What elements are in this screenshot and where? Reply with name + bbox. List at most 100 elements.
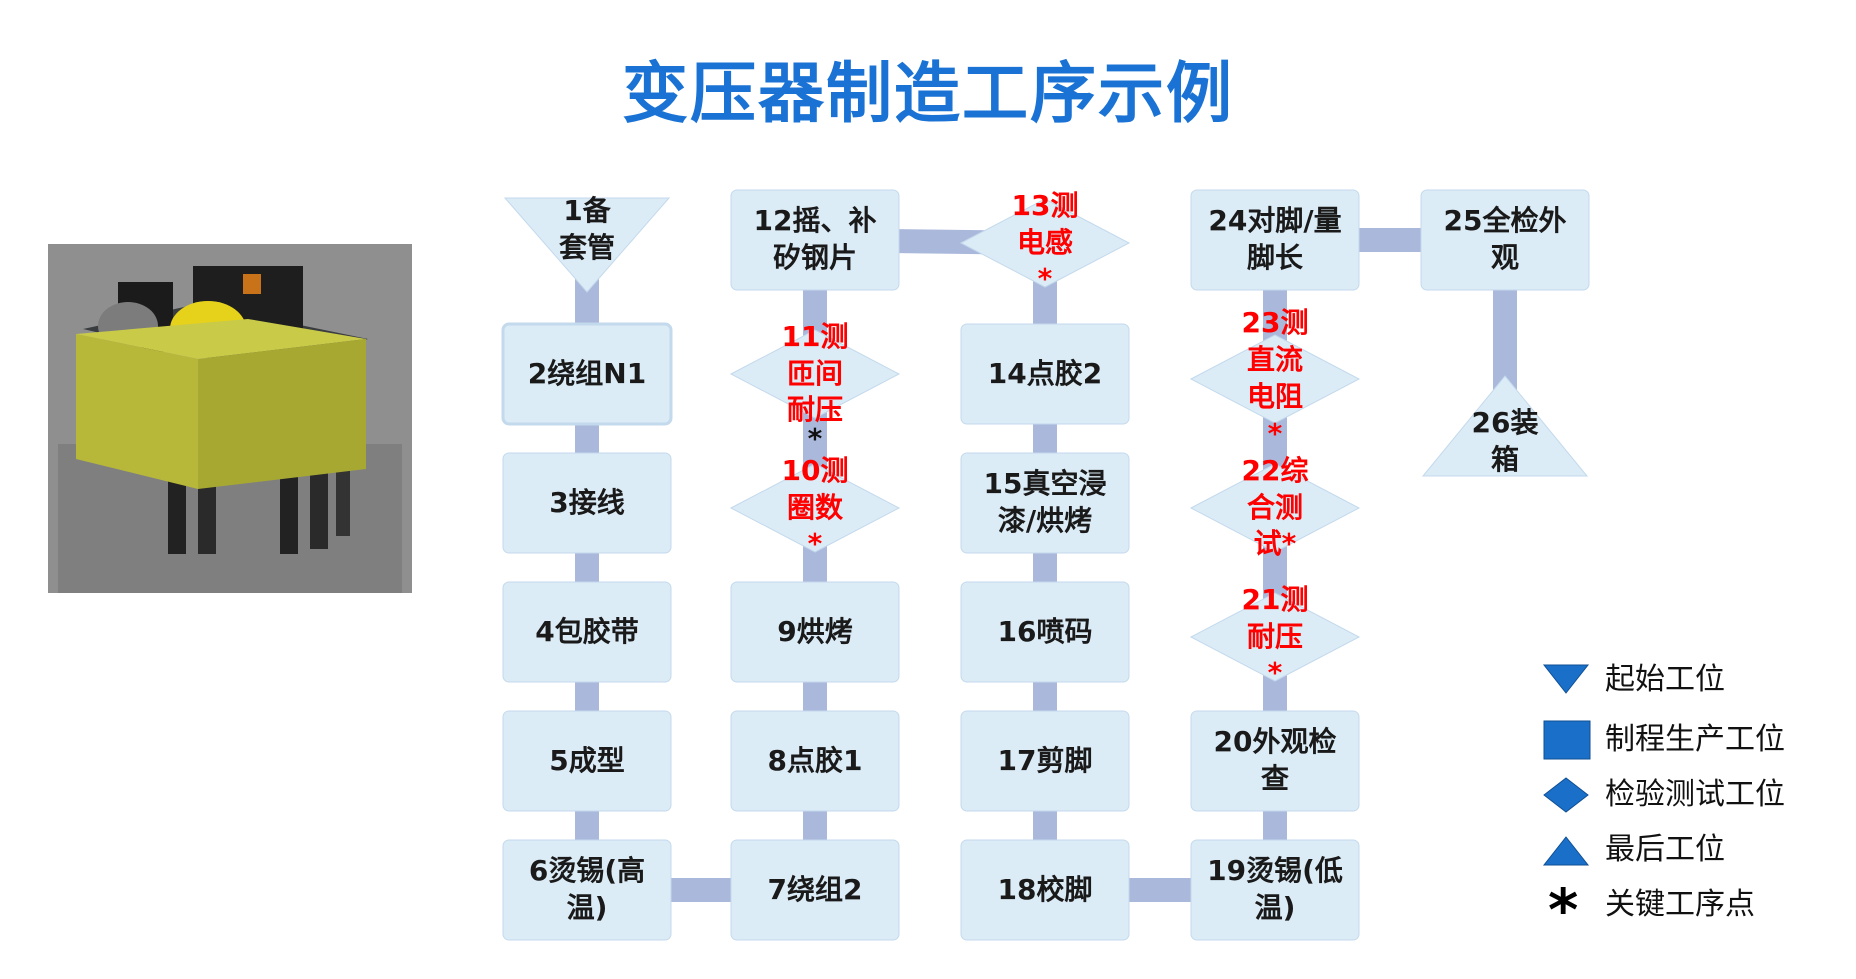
s9-label: 9烘烤 xyxy=(730,613,900,651)
s19-process-shape xyxy=(1190,839,1360,941)
step-line: 13测 xyxy=(1011,188,1079,222)
s25-process-shape xyxy=(1420,189,1590,291)
step-line: 电感 xyxy=(1016,225,1073,259)
s15-process-shape xyxy=(960,452,1130,554)
legend-label: 起始工位 xyxy=(1605,662,1725,697)
step-line: 16喷码 xyxy=(997,614,1093,648)
s9-process-shape xyxy=(730,581,900,683)
s5-label: 5成型 xyxy=(502,742,672,780)
svg-text:*: * xyxy=(1548,880,1578,930)
step-line: * xyxy=(1037,262,1053,296)
s22-label: 22综 合测 试* xyxy=(1190,451,1360,565)
s26-label: 26装箱 xyxy=(1420,404,1590,480)
step-line: 10测 xyxy=(781,453,849,487)
step-line: 温) xyxy=(1254,891,1296,924)
step-line: 21测 xyxy=(1241,582,1309,616)
step-line: 22综 xyxy=(1241,453,1309,487)
step-line: 8点胶1 xyxy=(767,743,863,777)
s23-inspection-shape xyxy=(1189,334,1361,424)
step-line: 1备 xyxy=(563,194,611,228)
step-line: 11测 xyxy=(781,319,849,353)
s1-start-shape xyxy=(503,197,671,293)
step-line: 20外观检 xyxy=(1213,725,1337,759)
s24-label: 24对脚/量 脚长 xyxy=(1190,202,1360,278)
step-line: 25全检外 xyxy=(1443,204,1567,238)
s2-label: 2绕组N1 xyxy=(502,355,672,393)
s3-process-shape xyxy=(502,452,672,554)
s4-process-shape xyxy=(502,581,672,683)
step-line: 耐压 xyxy=(1246,619,1303,653)
step-line: 耐压 xyxy=(786,393,843,427)
step-line: 17剪脚 xyxy=(997,743,1093,777)
s22-inspection-shape xyxy=(1189,463,1361,553)
step-line: 套管 xyxy=(558,231,615,264)
legend-item: 检验测试工位 xyxy=(1540,770,1840,820)
s15-label: 15真空浸 漆/烘烤 xyxy=(960,465,1130,541)
s6-label: 6烫锡(高 温) xyxy=(502,852,672,928)
s8-process-shape xyxy=(730,710,900,812)
step-line: * xyxy=(1267,416,1283,450)
step-line: 漆/烘烤 xyxy=(997,504,1093,537)
step-line: 4包胶带 xyxy=(535,614,639,648)
s10-label: 10测 圈数 * xyxy=(730,451,900,565)
s4-label: 4包胶带 xyxy=(502,613,672,651)
step-line: 19烫锡(低 xyxy=(1207,854,1343,888)
s7-process-shape xyxy=(730,839,900,941)
s5-process-shape xyxy=(502,710,672,812)
s21-inspection-shape xyxy=(1189,592,1361,682)
step-line: 12摇、补 xyxy=(753,204,877,238)
step-line: 18校脚 xyxy=(997,872,1093,906)
s25-label: 25全检外观 xyxy=(1420,202,1590,278)
s8-label: 8点胶1 xyxy=(730,742,900,780)
s16-label: 16喷码 xyxy=(960,613,1130,651)
step-line: * xyxy=(1267,656,1283,690)
s1-label: 1备 套管 xyxy=(502,192,672,268)
s11-inspection-shape xyxy=(729,329,901,419)
square-icon xyxy=(1543,720,1591,760)
legend-item: 起始工位 xyxy=(1540,655,1840,705)
s18-process-shape xyxy=(960,839,1130,941)
triangle-up-icon xyxy=(1542,836,1590,866)
diamond-icon xyxy=(1543,777,1589,813)
s20-process-shape xyxy=(1190,710,1360,812)
step-line: 电阻 xyxy=(1246,380,1303,413)
step-line: 5成型 xyxy=(549,743,625,777)
step-line: 9烘烤 xyxy=(777,614,853,648)
step-line: 脚长 xyxy=(1246,241,1303,274)
s12-label: 12摇、补 矽钢片 xyxy=(730,202,900,278)
step-line: 26装 xyxy=(1471,406,1539,440)
step-line: 23测 xyxy=(1241,306,1309,340)
legend-label: 检验测试工位 xyxy=(1605,777,1785,812)
step-line: 箱 xyxy=(1490,443,1519,476)
transformer-photo xyxy=(48,244,412,593)
legend-label: 制程生产工位 xyxy=(1605,722,1785,757)
flow-shapes xyxy=(501,189,1590,941)
s19-label: 19烫锡(低 温) xyxy=(1190,852,1360,928)
asterisk-icon: * xyxy=(1548,880,1578,930)
step-line: 温) xyxy=(566,891,608,924)
s14-process-shape xyxy=(960,323,1130,425)
s13-label: 13测 电感 * xyxy=(960,186,1130,300)
step-line: 查 xyxy=(1260,762,1289,795)
s20-label: 20外观检查 xyxy=(1190,723,1360,799)
s16-process-shape xyxy=(960,581,1130,683)
s23-label: 23测 直流 电阻 * xyxy=(1190,303,1360,455)
s26-end-shape xyxy=(1421,375,1589,477)
step-line: 矽钢片 xyxy=(772,241,857,274)
step-line: 合测 xyxy=(1246,490,1303,524)
legend-item: 制程生产工位 xyxy=(1540,715,1840,765)
triangle-down-icon xyxy=(1542,664,1590,694)
transformer-illustration xyxy=(48,244,412,593)
critical-star-marker: * xyxy=(807,421,823,455)
s2-process-shape xyxy=(501,322,673,426)
step-line: 圈数 xyxy=(786,490,843,524)
step-line: 试* xyxy=(1253,527,1297,561)
step-line: 直流 xyxy=(1246,343,1303,377)
step-line: 14点胶2 xyxy=(987,356,1103,390)
step-line: 7绕组2 xyxy=(767,872,863,906)
legend-item: * 关键工序点 xyxy=(1540,880,1840,930)
step-line: 观 xyxy=(1490,241,1519,274)
legend-label: 关键工序点 xyxy=(1605,887,1755,922)
s17-label: 17剪脚 xyxy=(960,742,1130,780)
